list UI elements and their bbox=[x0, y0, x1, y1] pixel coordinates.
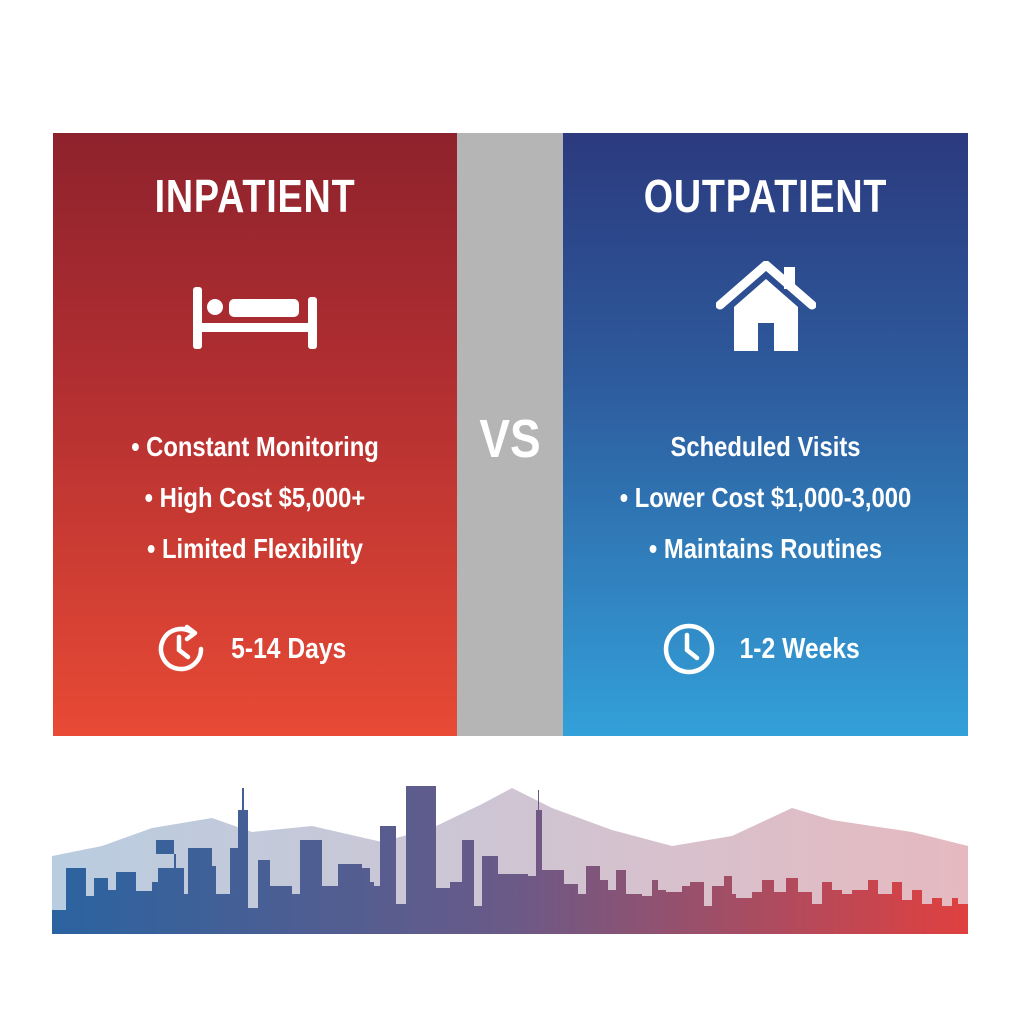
list-item: • Limited Flexibility bbox=[147, 533, 363, 564]
house-icon bbox=[715, 261, 816, 351]
list-item: • Maintains Routines bbox=[648, 533, 883, 564]
clock-refresh-icon bbox=[159, 624, 204, 672]
outpatient-title: OUTPATIENT bbox=[643, 170, 888, 222]
inpatient-title: INPATIENT bbox=[154, 170, 356, 222]
list-item: • Constant Monitoring bbox=[131, 431, 379, 462]
clock-icon bbox=[663, 623, 715, 675]
list-item: Scheduled Visits bbox=[670, 431, 861, 462]
inpatient-panel: INPATIENT • Constant Monitoring • High C… bbox=[53, 133, 457, 736]
vs-divider: VS bbox=[457, 133, 563, 736]
list-item: • High Cost $5,000+ bbox=[144, 482, 366, 513]
bed-icon bbox=[193, 287, 317, 349]
outpatient-duration: 1-2 Weeks bbox=[563, 621, 968, 677]
outpatient-panel: OUTPATIENT Scheduled Visits • Lower Cost… bbox=[563, 133, 968, 736]
inpatient-duration-text: 5-14 Days bbox=[231, 632, 347, 665]
outpatient-duration-text: 1-2 Weeks bbox=[739, 632, 860, 665]
inpatient-list: • Constant Monitoring • High Cost $5,000… bbox=[53, 421, 457, 574]
city-skyline-graphic bbox=[52, 786, 968, 934]
inpatient-duration: 5-14 Days bbox=[53, 621, 457, 677]
list-item: • Lower Cost $1,000-3,000 bbox=[619, 482, 912, 513]
outpatient-list: Scheduled Visits • Lower Cost $1,000-3,0… bbox=[563, 421, 968, 574]
buildings bbox=[52, 786, 968, 934]
vs-label: VS bbox=[479, 409, 541, 469]
